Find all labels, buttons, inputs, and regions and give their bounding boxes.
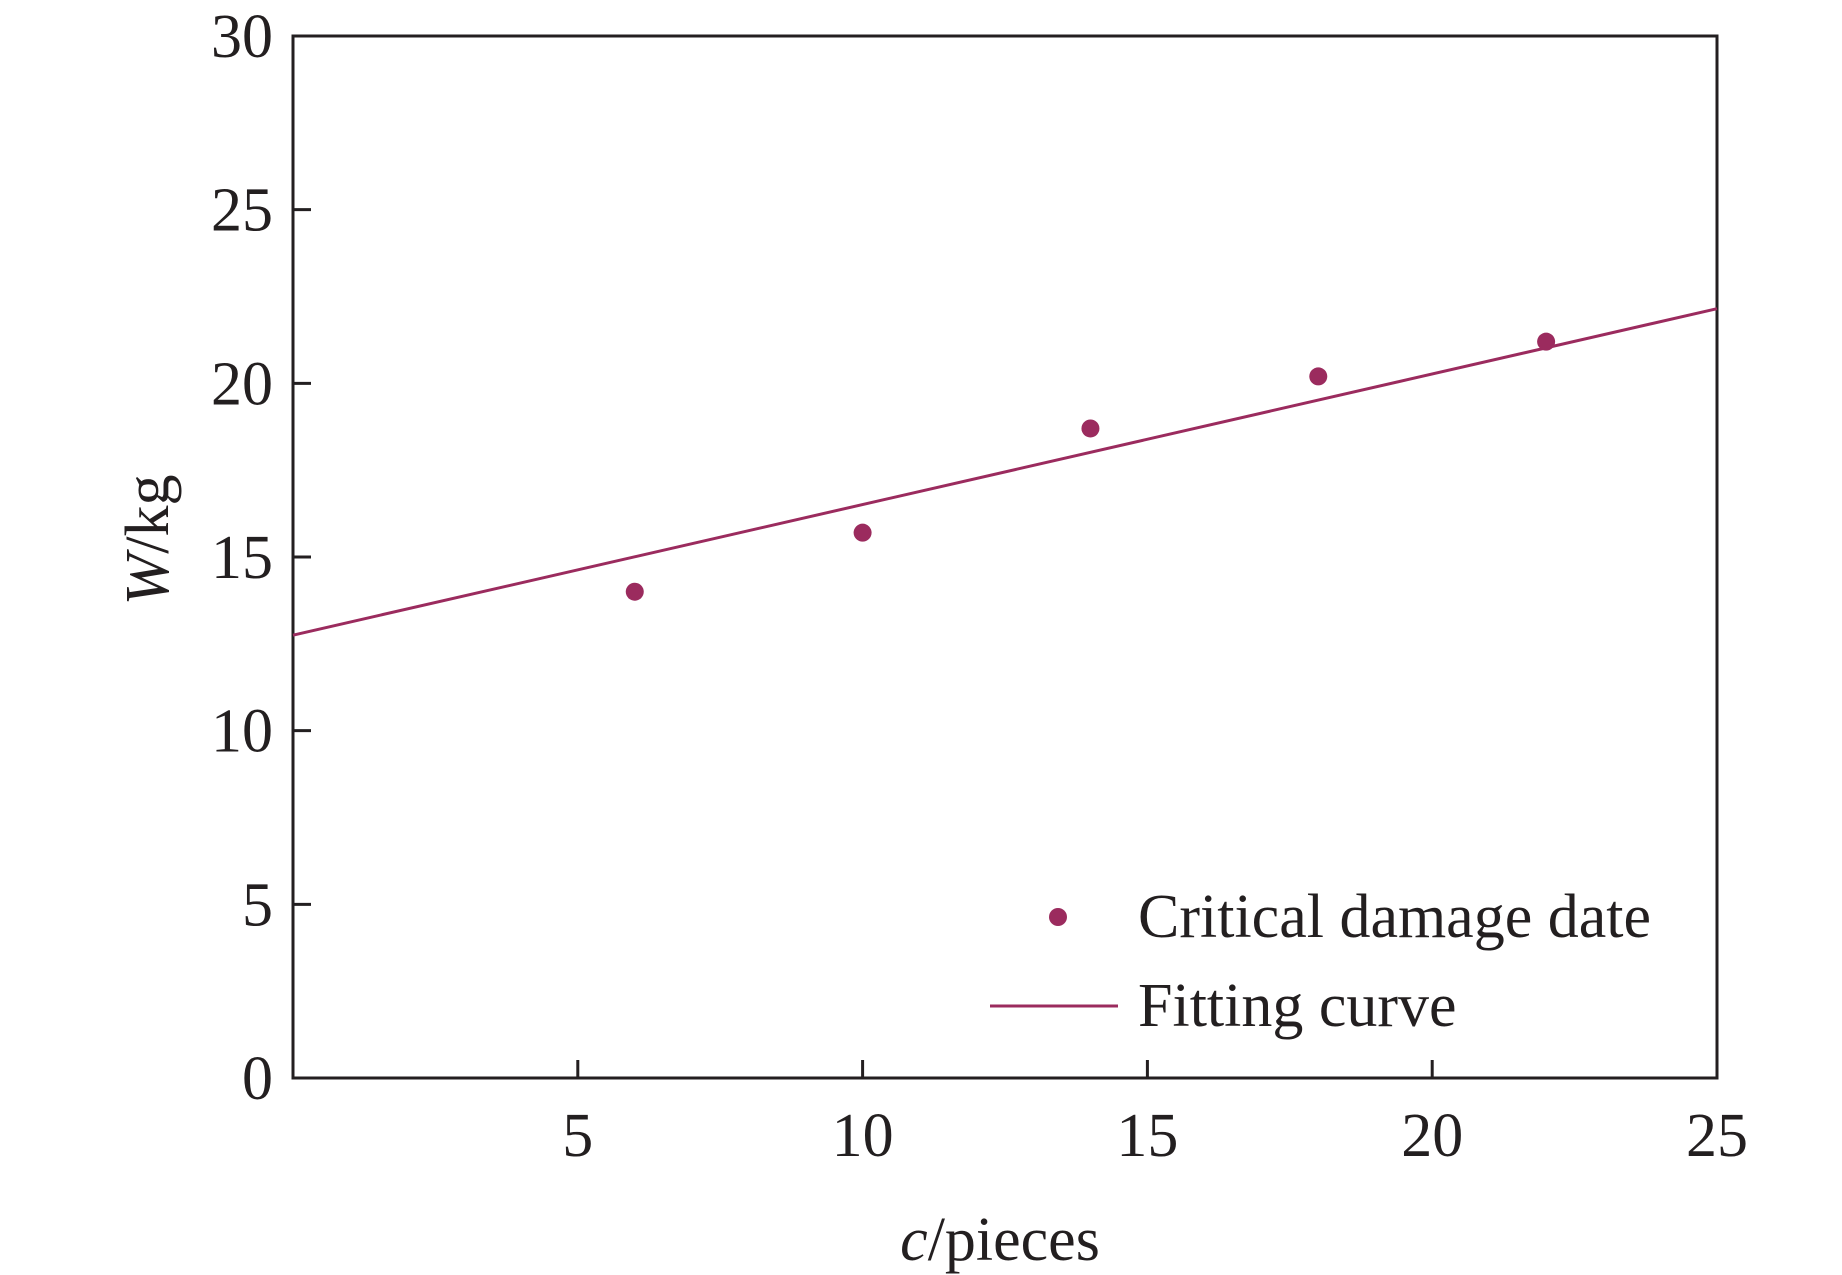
y-tick-label: 30 (211, 3, 273, 71)
y-axis-unit: /kg (114, 475, 182, 554)
data-point (853, 523, 872, 542)
data-point (1081, 419, 1100, 438)
x-tick-label: 5 (562, 1102, 593, 1170)
x-axis-unit: /pieces (928, 1206, 1100, 1274)
data-point (625, 582, 644, 601)
series-layer (292, 307, 1718, 637)
y-axis-var: W (114, 548, 182, 605)
y-tick-label: 0 (242, 1045, 273, 1113)
data-point (1309, 367, 1328, 386)
fitting-curve-line (292, 307, 1718, 637)
y-tick-label: 15 (211, 524, 273, 592)
x-tick-label: 10 (832, 1102, 894, 1170)
x-tick-label: 20 (1401, 1102, 1463, 1170)
x-axis-var: c (900, 1206, 928, 1274)
y-tick-label: 10 (211, 698, 273, 766)
legend-label-scatter: Critical damage date (1138, 883, 1651, 951)
y-tick-label: 20 (211, 350, 273, 418)
x-tick-label: 15 (1116, 1102, 1178, 1170)
legend-marker-scatter (1049, 908, 1067, 926)
data-point (1537, 332, 1556, 351)
y-tick-label: 25 (211, 177, 273, 245)
y-axis-ticks: 0 5 10 15 20 25 30 (211, 3, 311, 1113)
x-axis-ticks: 5 10 15 20 25 (562, 1060, 1748, 1170)
x-axis-label: c/pieces (900, 1206, 1100, 1274)
legend-label-line: Fitting curve (1138, 972, 1457, 1040)
y-axis-label: W/kg (114, 475, 182, 606)
legend: Critical damage date Fitting curve (990, 883, 1651, 1040)
x-tick-label: 25 (1686, 1102, 1748, 1170)
y-tick-label: 5 (242, 871, 273, 939)
